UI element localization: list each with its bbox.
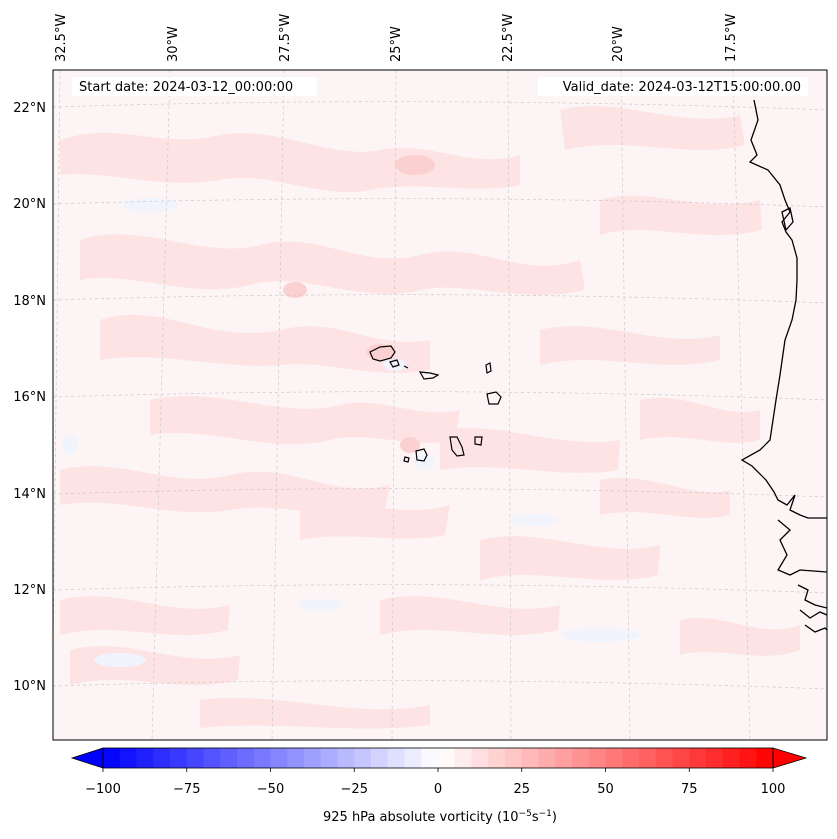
colorbar-bin xyxy=(471,748,489,768)
valid-date-label: Valid_date: 2024-03-12T15:00:00.00 xyxy=(563,80,801,95)
start-date-box: Start date: 2024-03-12_00:00:00 xyxy=(72,77,317,96)
colorbar-bin xyxy=(136,748,154,768)
colorbar-bin xyxy=(622,748,640,768)
island-sao-vicente xyxy=(389,359,400,368)
colorbar-bin xyxy=(170,748,188,768)
longitude-labels: 32.5°W 30°W 27.5°W 25°W 22.5°W 20°W 17.5… xyxy=(54,14,739,62)
start-date-label: Start date: 2024-03-12_00:00:00 xyxy=(79,80,293,95)
colorbar-title-mid: s xyxy=(532,810,539,825)
colorbar-tick-label: −100 xyxy=(85,782,121,797)
colorbar-tick-label: 75 xyxy=(681,782,698,797)
african-coastline xyxy=(740,99,827,519)
island-brava xyxy=(403,456,410,463)
colorbar-bins xyxy=(103,748,774,768)
colorbar-bin xyxy=(287,748,305,768)
colorbar-bin xyxy=(304,748,322,768)
colorbar-bin xyxy=(320,748,338,768)
colorbar-max-extend xyxy=(772,747,808,769)
colorbar-tick-label: 25 xyxy=(513,782,530,797)
lon-label-25w: 25°W xyxy=(389,26,404,62)
colorbar-bin xyxy=(203,748,221,768)
colorbar-bin xyxy=(739,748,757,768)
colorbar-ticks: −100 −75 −50 −25 0 25 50 75 100 xyxy=(85,768,785,797)
colorbar-tick-label: 100 xyxy=(761,782,786,797)
colorbar-bin xyxy=(655,748,673,768)
colorbar-bin xyxy=(572,748,590,768)
colorbar-bin xyxy=(438,748,456,768)
lon-label-32-5w: 32.5°W xyxy=(54,14,69,62)
colorbar-bin xyxy=(253,748,271,768)
lat-label-16n: 16°N xyxy=(13,390,46,405)
colorbar-bin xyxy=(505,748,523,768)
lat-label-12n: 12°N xyxy=(13,583,46,598)
colorbar-bin xyxy=(404,748,422,768)
colorbar-bin xyxy=(555,748,573,768)
colorbar-bin xyxy=(722,748,740,768)
colorbar-title: 925 hPa absolute vorticity (10−5s−1) xyxy=(323,809,557,825)
lon-label-27-5w: 27.5°W xyxy=(278,14,293,62)
colorbar-bin xyxy=(421,748,439,768)
latitude-labels: 22°N 20°N 18°N 16°N 14°N 12°N 10°N xyxy=(13,101,46,694)
colorbar-tick-label: 0 xyxy=(434,782,442,797)
island-sal xyxy=(485,362,492,374)
colorbar-bin xyxy=(756,748,774,768)
colorbar-bin xyxy=(588,748,606,768)
positive-vorticity-patches xyxy=(60,106,800,729)
colorbar-bin xyxy=(103,748,121,768)
lat-label-20n: 20°N xyxy=(13,197,46,212)
colorbar-min-extend xyxy=(70,747,104,769)
colorbar-title-prefix: 925 hPa absolute vorticity (10 xyxy=(323,810,519,825)
colorbar-bin xyxy=(119,748,137,768)
colorbar-bin xyxy=(706,748,724,768)
island-boa-vista xyxy=(486,391,502,405)
negative-vorticity-patches xyxy=(62,198,640,667)
lat-label-22n: 22°N xyxy=(13,101,46,116)
island-maio xyxy=(474,436,483,446)
colorbar-bin xyxy=(153,748,171,768)
lon-label-22-5w: 22.5°W xyxy=(501,14,516,62)
colorbar-bin xyxy=(371,748,389,768)
colorbar-bin xyxy=(454,748,472,768)
colorbar-bin xyxy=(639,748,657,768)
map-panel xyxy=(53,70,827,740)
cape-verde-islands xyxy=(369,345,502,463)
island-santiago xyxy=(449,436,465,457)
colorbar-bin xyxy=(237,748,255,768)
lon-label-20w: 20°W xyxy=(611,26,626,62)
colorbar-title-suffix: ) xyxy=(552,810,557,825)
lat-label-14n: 14°N xyxy=(13,487,46,502)
colorbar-bin xyxy=(220,748,238,768)
colorbar-title-exp1: −5 xyxy=(519,809,532,819)
colorbar-tick-label: −25 xyxy=(341,782,368,797)
colorbar-bin xyxy=(488,748,506,768)
island-fogo xyxy=(415,448,428,462)
colorbar-bin xyxy=(387,748,405,768)
colorbar-bin xyxy=(672,748,690,768)
lat-label-18n: 18°N xyxy=(13,294,46,309)
colorbar-bin xyxy=(605,748,623,768)
lat-label-10n: 10°N xyxy=(13,679,46,694)
lon-label-30w: 30°W xyxy=(166,26,181,62)
colorbar-tick-label: 50 xyxy=(597,782,614,797)
colorbar-bin xyxy=(337,748,355,768)
island-santa-luzia xyxy=(403,365,409,369)
lon-label-17-5w: 17.5°W xyxy=(724,14,739,62)
colorbar-bin xyxy=(521,748,539,768)
colorbar-title-exp2: −1 xyxy=(539,809,552,819)
colorbar-bin xyxy=(354,748,372,768)
colorbar-bin xyxy=(538,748,556,768)
colorbar-bin xyxy=(270,748,288,768)
valid-date-box: Valid_date: 2024-03-12T15:00:00.00 xyxy=(538,77,808,96)
coastlines xyxy=(740,99,827,633)
strong-vorticity-patches xyxy=(283,155,435,453)
island-santo-antao xyxy=(369,345,396,362)
colorbar-tick-label: −75 xyxy=(173,782,200,797)
island-sao-nicolau xyxy=(418,371,440,380)
colorbar-bin xyxy=(186,748,204,768)
colorbar: −100 −75 −50 −25 0 25 50 75 100 925 hPa absolute… xyxy=(70,747,808,825)
colorbar-tick-label: −50 xyxy=(257,782,284,797)
map-frame xyxy=(52,69,828,741)
colorbar-bin xyxy=(689,748,707,768)
